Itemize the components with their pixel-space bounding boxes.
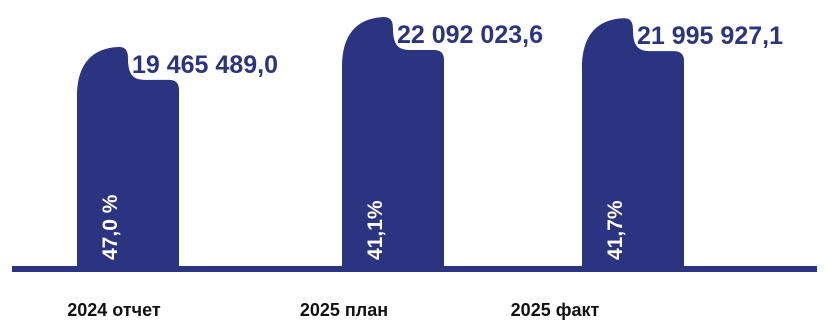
bar-3 bbox=[582, 18, 684, 268]
percent-label-3: 41,7% bbox=[604, 200, 627, 260]
category-label-3: 2025 факт bbox=[511, 300, 600, 320]
bar-1 bbox=[77, 46, 179, 268]
bar-2 bbox=[342, 17, 444, 268]
percent-label-2: 41,1% bbox=[364, 200, 387, 260]
bars-layer bbox=[77, 17, 684, 268]
category-label-1: 2024 отчет bbox=[67, 300, 161, 320]
value-label-3: 21 995 927,1 bbox=[637, 22, 783, 50]
percent-label-1: 47,0 % bbox=[99, 194, 122, 260]
chart-baseline bbox=[12, 266, 817, 272]
labels-layer: 19 465 489,0 47,0 % 2024 отчет 22 092 023,6… bbox=[67, 21, 783, 320]
category-label-2: 2025 план bbox=[300, 300, 388, 320]
value-label-2: 22 092 023,6 bbox=[397, 21, 543, 49]
value-label-1: 19 465 489,0 bbox=[132, 51, 278, 79]
